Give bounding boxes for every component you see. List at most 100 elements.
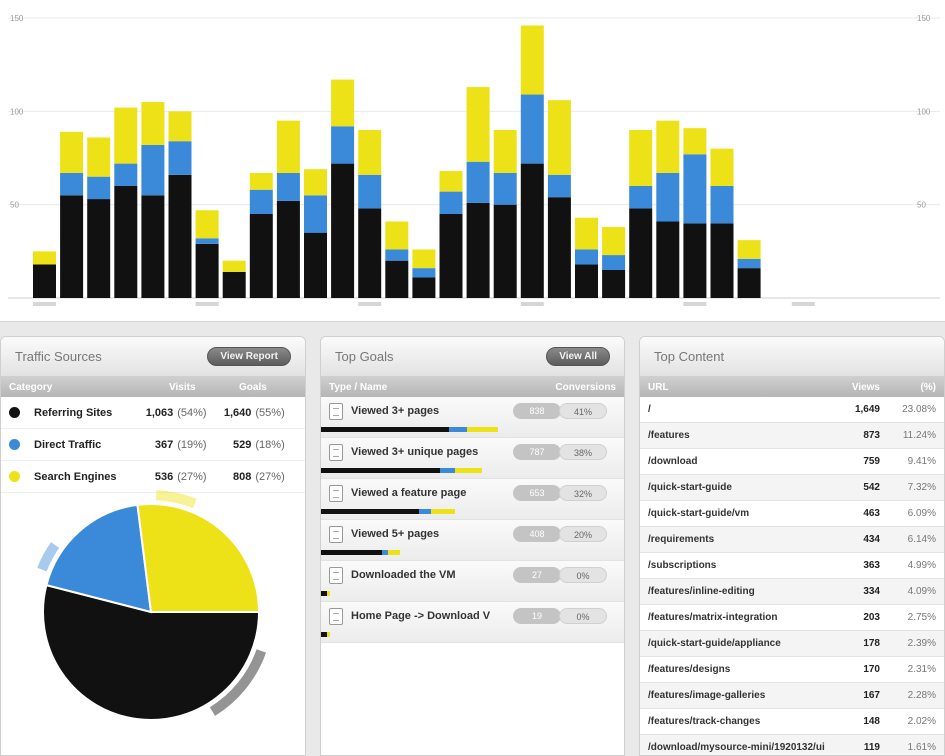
content-url[interactable]: /features/image-galleries bbox=[648, 690, 766, 701]
bar-segment[interactable] bbox=[629, 130, 653, 186]
bar-segment[interactable] bbox=[737, 258, 761, 269]
bar-segment[interactable] bbox=[412, 249, 436, 269]
bar-segment[interactable] bbox=[683, 154, 707, 224]
bar-segment[interactable] bbox=[683, 128, 707, 155]
bar-segment[interactable] bbox=[331, 163, 355, 298]
bar-segment[interactable] bbox=[493, 130, 517, 173]
bar-segment[interactable] bbox=[575, 264, 598, 298]
bar-segment[interactable] bbox=[195, 210, 219, 239]
bar-segment[interactable] bbox=[656, 120, 680, 173]
traffic-source-row[interactable]: Direct Traffic 367 (19%) 529 (18%) bbox=[1, 429, 305, 461]
column-type-name[interactable]: Type / Name bbox=[329, 381, 388, 393]
content-row[interactable]: /features 873 11.24% bbox=[640, 423, 944, 449]
bar-segment[interactable] bbox=[520, 163, 544, 298]
bar-segment[interactable] bbox=[87, 176, 111, 200]
view-report-button[interactable]: View Report bbox=[207, 347, 291, 366]
bar-segment[interactable] bbox=[385, 260, 409, 298]
content-url[interactable]: /download bbox=[648, 456, 698, 467]
bar-segment[interactable] bbox=[304, 195, 327, 233]
bar-segment[interactable] bbox=[168, 111, 192, 142]
goal-row[interactable]: Viewed 3+ unique pages 787 38% bbox=[321, 438, 624, 479]
content-row[interactable]: /quick-start-guide/appliance 178 2.39% bbox=[640, 631, 944, 657]
goal-row[interactable]: Viewed 5+ pages 408 20% bbox=[321, 520, 624, 561]
bar-segment[interactable] bbox=[276, 120, 300, 173]
bar-segment[interactable] bbox=[629, 208, 653, 298]
content-url[interactable]: /subscriptions bbox=[648, 560, 717, 571]
bar-segment[interactable] bbox=[276, 200, 300, 298]
bar-segment[interactable] bbox=[629, 186, 653, 209]
content-url[interactable]: /features/inline-editing bbox=[648, 586, 755, 597]
bar-segment[interactable] bbox=[710, 148, 734, 186]
bar-segment[interactable] bbox=[737, 268, 761, 298]
pie-slice[interactable] bbox=[45, 503, 153, 614]
bar-segment[interactable] bbox=[304, 232, 327, 298]
bar-segment[interactable] bbox=[412, 268, 436, 278]
bar-segment[interactable] bbox=[114, 163, 138, 186]
content-url[interactable]: / bbox=[648, 404, 651, 415]
bar-segment[interactable] bbox=[168, 141, 192, 175]
content-url[interactable]: /features/matrix-integration bbox=[648, 612, 778, 623]
bar-segment[interactable] bbox=[575, 249, 598, 265]
bar-segment[interactable] bbox=[439, 214, 463, 298]
content-url[interactable]: /quick-start-guide/vm bbox=[648, 508, 750, 519]
bar-segment[interactable] bbox=[114, 107, 138, 164]
content-row[interactable]: /features/image-galleries 167 2.28% bbox=[640, 683, 944, 709]
bar-segment[interactable] bbox=[331, 126, 355, 164]
bar-segment[interactable] bbox=[114, 186, 138, 298]
bar-segment[interactable] bbox=[249, 172, 273, 190]
bar-segment[interactable] bbox=[602, 255, 626, 270]
content-row[interactable]: /quick-start-guide/vm 463 6.09% bbox=[640, 501, 944, 527]
bar-segment[interactable] bbox=[87, 199, 111, 298]
view-all-goals-button[interactable]: View All bbox=[546, 347, 610, 366]
bar-segment[interactable] bbox=[222, 271, 246, 298]
bar-segment[interactable] bbox=[683, 223, 707, 298]
bar-segment[interactable] bbox=[33, 251, 56, 265]
content-row[interactable]: /features/track-changes 148 2.02% bbox=[640, 709, 944, 735]
bar-segment[interactable] bbox=[656, 172, 680, 222]
content-row[interactable]: /quick-start-guide 542 7.32% bbox=[640, 475, 944, 501]
traffic-source-row[interactable]: Search Engines 536 (27%) 808 (27%) bbox=[1, 461, 305, 493]
bar-segment[interactable] bbox=[141, 195, 165, 298]
content-url[interactable]: /features/designs bbox=[648, 664, 731, 675]
bar-segment[interactable] bbox=[358, 174, 382, 209]
bar-segment[interactable] bbox=[358, 130, 382, 175]
bar-segment[interactable] bbox=[547, 174, 571, 198]
bar-segment[interactable] bbox=[87, 137, 111, 177]
bar-segment[interactable] bbox=[466, 161, 490, 203]
bar-segment[interactable] bbox=[358, 208, 382, 298]
goal-row[interactable]: Viewed a feature page 653 32% bbox=[321, 479, 624, 520]
bar-segment[interactable] bbox=[195, 243, 219, 298]
column-url[interactable]: URL bbox=[648, 381, 669, 393]
content-row[interactable]: /download 759 9.41% bbox=[640, 449, 944, 475]
pie-slice[interactable] bbox=[136, 503, 261, 613]
column-category[interactable]: Category bbox=[9, 381, 53, 393]
bar-segment[interactable] bbox=[547, 100, 571, 175]
pie-slice[interactable] bbox=[42, 583, 261, 721]
bar-segment[interactable] bbox=[710, 186, 734, 224]
bar-segment[interactable] bbox=[249, 214, 273, 298]
bar-segment[interactable] bbox=[493, 172, 517, 205]
bar-segment[interactable] bbox=[439, 171, 463, 192]
bar-segment[interactable] bbox=[222, 260, 246, 272]
content-url[interactable]: /requirements bbox=[648, 534, 715, 545]
content-row[interactable]: /download/mysource-mini/1920132/ui 119 1.6… bbox=[640, 735, 944, 755]
content-url[interactable]: /quick-start-guide/appliance bbox=[648, 638, 781, 649]
bar-segment[interactable] bbox=[33, 264, 56, 298]
content-row[interactable]: /features/inline-editing 334 4.09% bbox=[640, 579, 944, 605]
bar-segment[interactable] bbox=[602, 227, 626, 256]
content-row[interactable]: /features/matrix-integration 203 2.75% bbox=[640, 605, 944, 631]
bar-segment[interactable] bbox=[60, 172, 84, 196]
bar-segment[interactable] bbox=[249, 189, 273, 214]
bar-segment[interactable] bbox=[737, 240, 761, 259]
bar-segment[interactable] bbox=[385, 221, 409, 250]
bar-segment[interactable] bbox=[141, 102, 165, 145]
content-url[interactable]: /features bbox=[648, 430, 690, 441]
content-url[interactable]: /download/mysource-mini/1920132/ui bbox=[648, 742, 825, 753]
bar-segment[interactable] bbox=[60, 195, 84, 298]
bar-segment[interactable] bbox=[60, 131, 84, 173]
bar-segment[interactable] bbox=[195, 238, 219, 244]
bar-segment[interactable] bbox=[439, 191, 463, 214]
bar-segment[interactable] bbox=[466, 202, 490, 298]
bar-segment[interactable] bbox=[520, 94, 544, 164]
content-row[interactable]: / 1,649 23.08% bbox=[640, 397, 944, 423]
